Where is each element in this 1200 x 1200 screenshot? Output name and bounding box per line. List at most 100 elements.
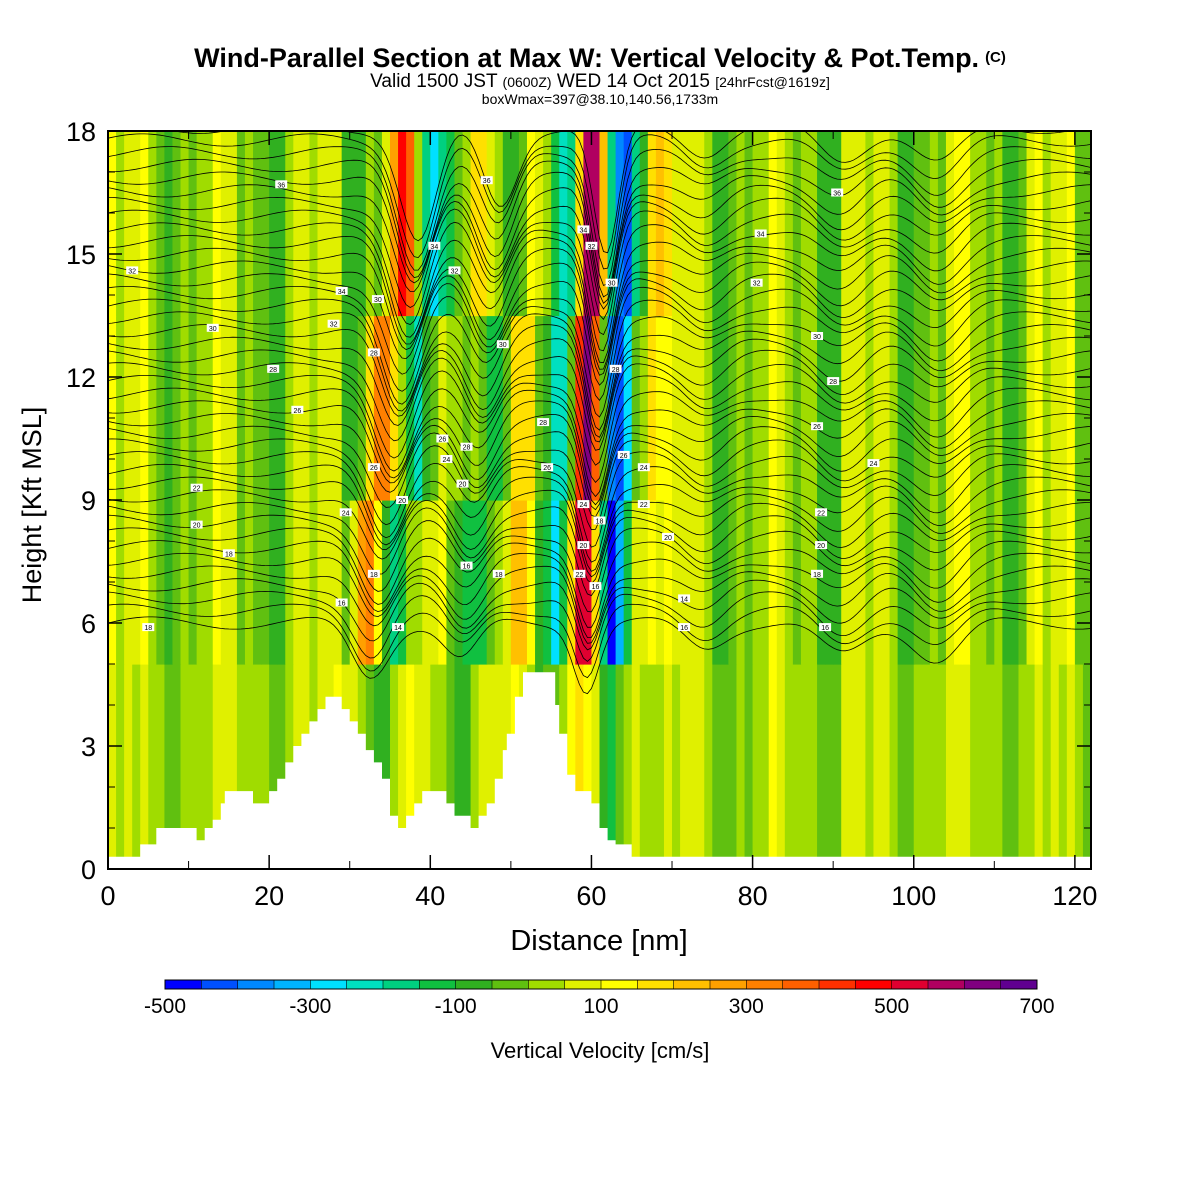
isentrope-line bbox=[172, 131, 1071, 254]
velocity-cell bbox=[978, 131, 987, 317]
velocity-cell bbox=[647, 131, 657, 317]
isentrope-line bbox=[108, 590, 1091, 662]
velocity-cell bbox=[116, 500, 125, 665]
isentrope-line bbox=[108, 565, 1091, 644]
velocity-cell bbox=[712, 500, 721, 665]
velocity-cell bbox=[1058, 315, 1068, 501]
velocity-cell bbox=[808, 131, 818, 317]
contour-label-text: 24 bbox=[443, 457, 451, 464]
velocity-cell bbox=[978, 664, 987, 869]
colorbar-swatch bbox=[819, 980, 856, 989]
velocity-cell bbox=[1018, 131, 1028, 317]
contour-label-bg bbox=[678, 623, 691, 632]
contour-label-bg bbox=[206, 323, 219, 332]
contour-label-text: 18 bbox=[596, 519, 604, 526]
contour-label-bg bbox=[436, 434, 449, 443]
colorbar-swatch bbox=[274, 980, 311, 989]
velocity-cell bbox=[526, 315, 536, 501]
velocity-cell bbox=[414, 500, 423, 665]
contour-label-text: 30 bbox=[209, 326, 217, 333]
contour-label: 14 bbox=[678, 594, 691, 603]
velocity-cell bbox=[293, 500, 302, 665]
velocity-cell bbox=[591, 131, 601, 317]
velocity-cell bbox=[422, 315, 431, 501]
velocity-cell bbox=[583, 131, 593, 317]
velocity-cell bbox=[228, 131, 238, 317]
velocity-cell bbox=[172, 664, 182, 869]
velocity-cell bbox=[905, 315, 915, 501]
velocity-cell bbox=[792, 131, 802, 317]
contour-label-bg bbox=[815, 508, 828, 517]
x-tick-label: 0 bbox=[100, 881, 115, 911]
velocity-cell bbox=[204, 315, 214, 501]
colorbar-swatch bbox=[964, 980, 1002, 989]
velocity-cell bbox=[841, 131, 850, 317]
contour-label-text: 24 bbox=[870, 461, 878, 468]
colorbar-swatch bbox=[165, 980, 202, 989]
contour-label-bg bbox=[222, 549, 235, 558]
velocity-cell bbox=[341, 315, 351, 501]
contour-label-bg bbox=[126, 266, 139, 275]
velocity-cell bbox=[333, 131, 343, 317]
velocity-cell bbox=[1058, 500, 1068, 665]
isentrope-line bbox=[108, 400, 1091, 506]
velocity-cell bbox=[583, 664, 593, 869]
velocity-cell bbox=[873, 500, 883, 665]
velocity-cell bbox=[825, 500, 834, 665]
velocity-cell bbox=[792, 315, 802, 501]
velocity-cell bbox=[631, 131, 641, 317]
velocity-cell bbox=[688, 500, 697, 665]
velocity-cell bbox=[720, 664, 730, 869]
contour-label-bg bbox=[367, 463, 380, 472]
contour-label-bg bbox=[537, 418, 550, 427]
velocity-cell bbox=[994, 315, 1003, 501]
velocity-cell bbox=[913, 131, 923, 317]
contour-label: 32 bbox=[126, 266, 139, 275]
velocity-cell bbox=[720, 500, 730, 665]
velocity-cell bbox=[390, 315, 399, 501]
velocity-cell bbox=[1026, 664, 1036, 869]
velocity-cell bbox=[1074, 500, 1084, 665]
velocity-cell bbox=[655, 315, 665, 501]
velocity-field bbox=[108, 131, 1091, 869]
contour-label: 26 bbox=[541, 463, 554, 472]
velocity-cell bbox=[164, 131, 174, 317]
velocity-cell bbox=[228, 500, 238, 665]
contour-label-text: 26 bbox=[813, 424, 821, 431]
velocity-cell bbox=[156, 664, 166, 869]
velocity-cell bbox=[285, 315, 294, 501]
velocity-cell bbox=[954, 500, 963, 665]
contour-label-text: 22 bbox=[640, 502, 648, 509]
velocity-cell bbox=[680, 664, 689, 869]
velocity-cell bbox=[390, 500, 399, 665]
contour-label: 16 bbox=[678, 623, 691, 632]
velocity-cell bbox=[406, 500, 415, 665]
isentrope-line bbox=[108, 298, 1091, 418]
velocity-cell bbox=[228, 664, 238, 869]
velocity-cell bbox=[921, 131, 931, 317]
velocity-cell bbox=[591, 664, 601, 869]
velocity-cell bbox=[776, 315, 786, 501]
velocity-cell bbox=[140, 315, 149, 501]
velocity-cell bbox=[994, 131, 1003, 317]
velocity-cell bbox=[615, 315, 625, 501]
velocity-cell bbox=[124, 664, 133, 869]
velocity-cell bbox=[720, 315, 730, 501]
isentrope-line bbox=[108, 349, 1091, 451]
velocity-cell bbox=[768, 315, 778, 501]
velocity-cell bbox=[937, 131, 947, 317]
colorbar-swatch bbox=[1000, 980, 1038, 989]
contour-label: 36 bbox=[275, 180, 288, 189]
y-tick-label: 15 bbox=[66, 240, 96, 270]
velocity-cell bbox=[188, 315, 198, 501]
contour-label-text: 26 bbox=[543, 465, 551, 472]
contour-label-text: 28 bbox=[539, 420, 547, 427]
velocity-cell bbox=[341, 131, 351, 317]
isentrope-line bbox=[108, 260, 1091, 376]
contour-label-text: 20 bbox=[664, 535, 672, 542]
velocity-cell bbox=[333, 315, 343, 501]
velocity-cell bbox=[390, 664, 399, 869]
contour-label: 34 bbox=[335, 286, 348, 296]
velocity-cell bbox=[567, 664, 576, 869]
velocity-cell bbox=[478, 664, 488, 869]
